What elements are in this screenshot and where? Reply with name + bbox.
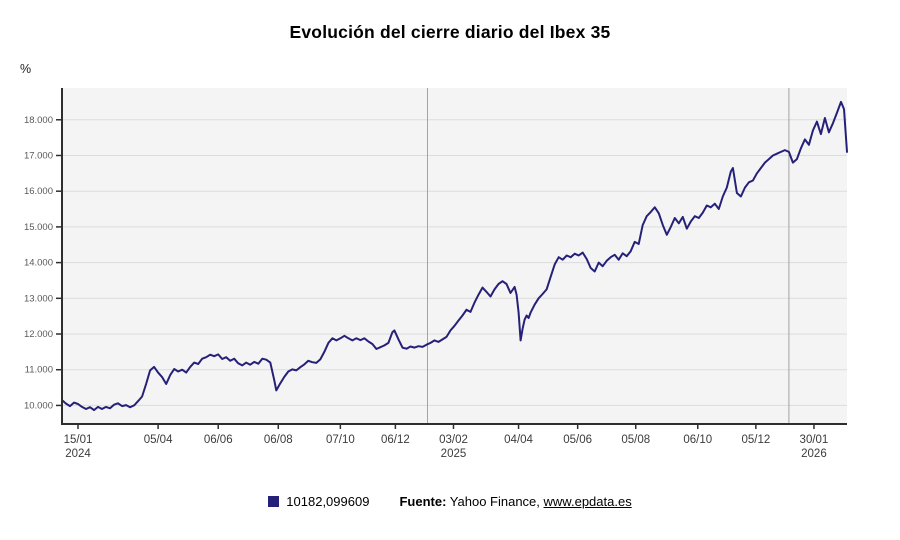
svg-text:2026: 2026 [801, 448, 827, 460]
source-link[interactable]: www.epdata.es [543, 494, 632, 509]
svg-text:03/02: 03/02 [439, 434, 468, 446]
svg-text:04/04: 04/04 [504, 434, 533, 446]
svg-text:07/10: 07/10 [326, 434, 355, 446]
svg-text:06/12: 06/12 [381, 434, 410, 446]
chart-title: Evolución del cierre diario del Ibex 35 [289, 22, 611, 42]
series-label: 10182,099609 [286, 494, 370, 509]
svg-text:16.000: 16.000 [24, 186, 53, 197]
svg-text:05/04: 05/04 [144, 434, 173, 446]
source-note: Fuente: Yahoo Finance, www.epdata.es [399, 494, 631, 509]
svg-text:05/08: 05/08 [621, 434, 650, 446]
source-name: Yahoo Finance, [449, 494, 540, 509]
svg-text:10.000: 10.000 [24, 400, 53, 411]
svg-text:06/06: 06/06 [204, 434, 233, 446]
chart-footer: 10182,099609 Fuente: Yahoo Finance, www.… [0, 494, 900, 509]
y-axis-unit-label: % [20, 62, 32, 76]
svg-text:05/12: 05/12 [741, 434, 770, 446]
svg-text:12.000: 12.000 [24, 329, 53, 340]
svg-text:2025: 2025 [441, 448, 467, 460]
svg-text:13.000: 13.000 [24, 293, 53, 304]
y-axis-labels: 10.000 11.000 12.000 13.000 14.000 15.000 16.0… [24, 115, 62, 411]
svg-text:18.000: 18.000 [24, 115, 53, 126]
line-chart: 10.000 11.000 12.000 13.000 14.000 15.000 16.0… [24, 88, 848, 460]
gridlines [62, 119, 847, 406]
svg-text:2024: 2024 [65, 448, 91, 460]
svg-text:15/01: 15/01 [64, 434, 93, 446]
svg-text:06/10: 06/10 [683, 434, 712, 446]
svg-text:15.000: 15.000 [24, 222, 53, 233]
year-boundary-lines [426, 88, 790, 424]
svg-text:30/01: 30/01 [800, 434, 829, 446]
x-axis-labels: 15/01 2024 05/04 06/06 06/08 07/10 06/12 03/02 2… [64, 424, 829, 460]
series-color-swatch [268, 496, 280, 507]
legend-item: 10182,099609 [268, 494, 369, 509]
source-prefix: Fuente: [399, 494, 447, 509]
svg-text:05/06: 05/06 [563, 434, 592, 446]
ibex-series-line [61, 100, 848, 412]
plot-area [62, 88, 847, 424]
svg-text:11.000: 11.000 [25, 365, 53, 376]
svg-text:06/08: 06/08 [264, 434, 293, 446]
svg-text:14.000: 14.000 [24, 258, 53, 269]
svg-text:17.000: 17.000 [24, 150, 53, 161]
